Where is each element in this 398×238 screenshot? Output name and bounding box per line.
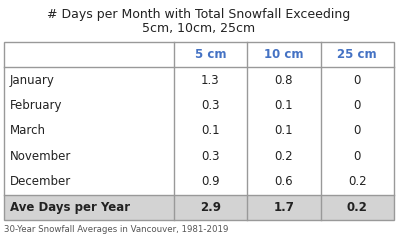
- Text: 0.1: 0.1: [275, 124, 293, 138]
- Text: 0: 0: [353, 150, 361, 163]
- Text: 0.9: 0.9: [201, 175, 220, 188]
- Text: 10 cm: 10 cm: [264, 48, 304, 61]
- Text: 0.2: 0.2: [275, 150, 293, 163]
- Text: 0.3: 0.3: [201, 99, 220, 112]
- Text: 5cm, 10cm, 25cm: 5cm, 10cm, 25cm: [142, 22, 256, 35]
- Text: 1.7: 1.7: [273, 201, 294, 214]
- Text: Ave Days per Year: Ave Days per Year: [10, 201, 130, 214]
- Text: 0.8: 0.8: [275, 74, 293, 87]
- Bar: [4, 195, 394, 220]
- Text: 0: 0: [353, 99, 361, 112]
- Text: 0.1: 0.1: [275, 99, 293, 112]
- Text: 0.1: 0.1: [201, 124, 220, 138]
- Bar: [4, 42, 394, 220]
- Text: 0: 0: [353, 124, 361, 138]
- Text: March: March: [10, 124, 46, 138]
- Text: 0.2: 0.2: [347, 201, 368, 214]
- Text: November: November: [10, 150, 71, 163]
- Text: 1.3: 1.3: [201, 74, 220, 87]
- Text: 0.6: 0.6: [275, 175, 293, 188]
- Text: 0.3: 0.3: [201, 150, 220, 163]
- Text: 30-Year Snowfall Averages in Vancouver, 1981-2019: 30-Year Snowfall Averages in Vancouver, …: [4, 225, 228, 234]
- Text: 0: 0: [353, 74, 361, 87]
- Text: 25 cm: 25 cm: [338, 48, 377, 61]
- Text: January: January: [10, 74, 55, 87]
- Text: 2.9: 2.9: [200, 201, 221, 214]
- Text: 5 cm: 5 cm: [195, 48, 226, 61]
- Text: 0.2: 0.2: [348, 175, 367, 188]
- Text: December: December: [10, 175, 71, 188]
- Text: # Days per Month with Total Snowfall Exceeding: # Days per Month with Total Snowfall Exc…: [47, 8, 351, 21]
- Text: February: February: [10, 99, 62, 112]
